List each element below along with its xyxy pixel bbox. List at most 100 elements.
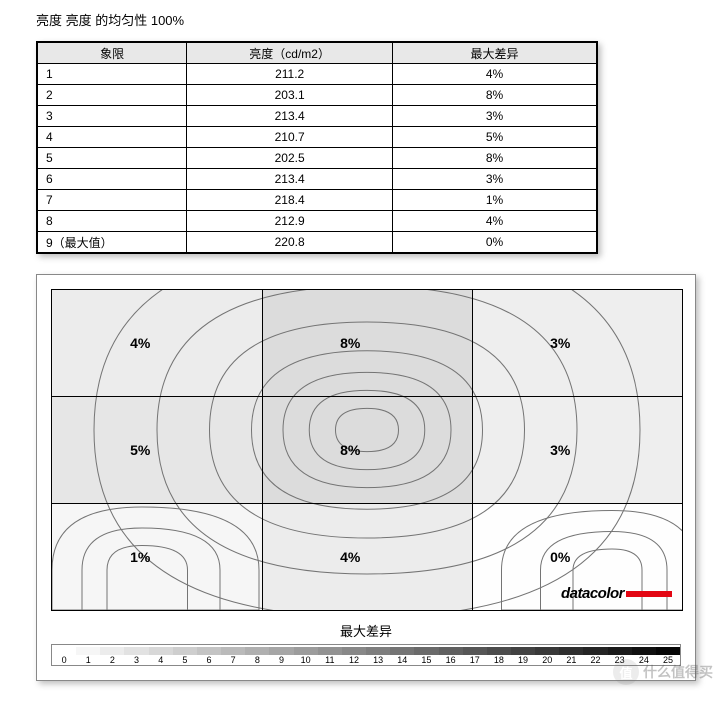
legend-tick: 3: [124, 655, 148, 665]
legend-swatch: [414, 647, 438, 655]
watermark-badge-icon: 值: [613, 659, 639, 685]
watermark: 值 什么值得买: [613, 659, 713, 685]
grid-h2: [52, 503, 682, 504]
legend-swatch: [559, 647, 583, 655]
legend-swatch: [463, 647, 487, 655]
cell-quadrant: 7: [38, 190, 187, 211]
uniformity-table: 象限 亮度（cd/m2） 最大差异 1211.24%2203.18%3213.4…: [36, 41, 598, 254]
grid-v1: [262, 290, 263, 610]
legend-tick: 13: [366, 655, 390, 665]
legend-tick: 6: [197, 655, 221, 665]
legend-swatch: [656, 647, 680, 655]
legend-tick: 16: [439, 655, 463, 665]
legend-swatch: [294, 647, 318, 655]
legend-tick: 4: [149, 655, 173, 665]
table-row: 1211.24%: [38, 64, 597, 85]
legend-tick: 2: [100, 655, 124, 665]
legend-swatch: [269, 647, 293, 655]
brand-text: datacolor: [561, 585, 624, 602]
legend-tick: 10: [294, 655, 318, 665]
legend-tick: 7: [221, 655, 245, 665]
legend-tick: 9: [269, 655, 293, 665]
legend-swatch: [318, 647, 342, 655]
contour-cell-label: 4%: [110, 335, 170, 351]
legend-tick: 14: [390, 655, 414, 665]
table-row: 5202.58%: [38, 148, 597, 169]
table-row: 2203.18%: [38, 85, 597, 106]
legend-tick: 0: [52, 655, 76, 665]
legend-swatch: [52, 647, 76, 655]
grid-h1: [52, 396, 682, 397]
legend-swatch: [608, 647, 632, 655]
legend-swatch: [583, 647, 607, 655]
table-row: 4210.75%: [38, 127, 597, 148]
legend-swatch: [511, 647, 535, 655]
cell-quadrant: 4: [38, 127, 187, 148]
legend-swatch: [197, 647, 221, 655]
contour-panel: 4%8%3%5%8%3%1%4%0% datacolor 最大差异 012345…: [36, 274, 696, 681]
legend-strip: 0123456789101112131415161718192021222324…: [51, 644, 681, 666]
grid-v2: [472, 290, 473, 610]
cell-luminance: 213.4: [187, 106, 393, 127]
legend-swatch: [535, 647, 559, 655]
legend-swatch: [439, 647, 463, 655]
watermark-text: 什么值得买: [643, 662, 713, 682]
cell-luminance: 210.7: [187, 127, 393, 148]
cell-luminance: 220.8: [187, 232, 393, 253]
legend-swatch: [245, 647, 269, 655]
legend-swatch: [76, 647, 100, 655]
contour-cell-label: 0%: [530, 549, 590, 565]
cell-quadrant: 8: [38, 211, 187, 232]
table-row: 9（最大值）220.80%: [38, 232, 597, 253]
legend-tick: 20: [535, 655, 559, 665]
legend-swatch: [124, 647, 148, 655]
legend-tick: 15: [414, 655, 438, 665]
legend-swatch: [366, 647, 390, 655]
legend-swatch: [632, 647, 656, 655]
cell-quadrant: 6: [38, 169, 187, 190]
cell-luminance: 213.4: [187, 169, 393, 190]
contour-cell-label: 8%: [320, 335, 380, 351]
legend-swatch: [342, 647, 366, 655]
contour-plot: 4%8%3%5%8%3%1%4%0% datacolor: [51, 289, 683, 611]
legend-swatch: [487, 647, 511, 655]
legend-swatch: [100, 647, 124, 655]
legend-tick: 8: [245, 655, 269, 665]
cell-luminance: 202.5: [187, 148, 393, 169]
cell-maxdiff: 5%: [393, 127, 597, 148]
col-header-quadrant: 象限: [38, 43, 187, 64]
contour-cell-label: 8%: [320, 442, 380, 458]
legend-tick: 22: [583, 655, 607, 665]
legend-tick: 17: [463, 655, 487, 665]
legend-swatch: [221, 647, 245, 655]
legend-swatch: [390, 647, 414, 655]
col-header-luminance: 亮度（cd/m2）: [187, 43, 393, 64]
table-row: 8212.94%: [38, 211, 597, 232]
cell-luminance: 211.2: [187, 64, 393, 85]
legend-tick: 19: [511, 655, 535, 665]
col-header-maxdiff: 最大差异: [393, 43, 597, 64]
cell-maxdiff: 3%: [393, 106, 597, 127]
brand-accent-bar: [626, 591, 672, 597]
table-row: 7218.41%: [38, 190, 597, 211]
table-row: 6213.43%: [38, 169, 597, 190]
cell-maxdiff: 4%: [393, 211, 597, 232]
table-row: 3213.43%: [38, 106, 597, 127]
legend-tick: 1: [76, 655, 100, 665]
brand-logo: datacolor: [561, 585, 672, 602]
cell-quadrant: 2: [38, 85, 187, 106]
legend-title: 最大差异: [51, 621, 681, 640]
legend-swatch: [149, 647, 173, 655]
legend-tick: 21: [559, 655, 583, 665]
legend-tick: 12: [342, 655, 366, 665]
cell-luminance: 218.4: [187, 190, 393, 211]
contour-cell-label: 5%: [110, 442, 170, 458]
cell-quadrant: 1: [38, 64, 187, 85]
contour-cell-label: 3%: [530, 335, 590, 351]
legend-tick: 11: [318, 655, 342, 665]
legend-tick: 18: [487, 655, 511, 665]
cell-luminance: 203.1: [187, 85, 393, 106]
cell-maxdiff: 8%: [393, 85, 597, 106]
legend-swatch: [173, 647, 197, 655]
legend-tick: 5: [173, 655, 197, 665]
